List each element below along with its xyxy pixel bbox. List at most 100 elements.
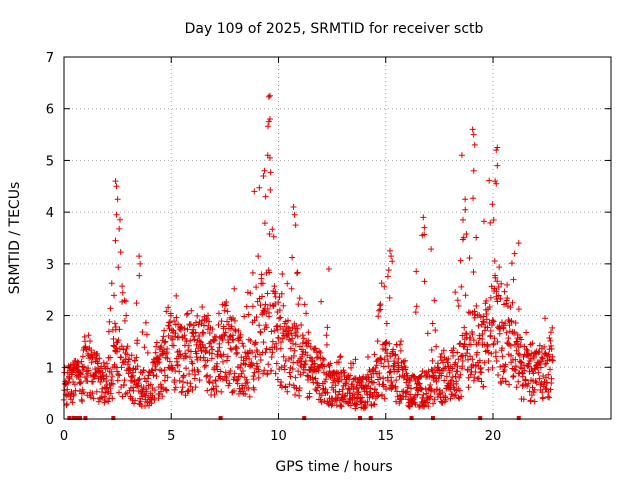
data-point	[279, 335, 286, 342]
data-point	[508, 318, 515, 325]
data-point	[489, 364, 496, 371]
data-point	[354, 401, 361, 408]
data-point	[128, 352, 135, 359]
data-point	[463, 350, 470, 357]
data-point	[164, 374, 171, 381]
data-point	[292, 374, 299, 381]
data-point	[441, 377, 448, 384]
data-point	[467, 353, 474, 360]
data-point	[70, 391, 77, 398]
data-point	[473, 302, 480, 309]
data-point	[301, 301, 308, 308]
data-point	[377, 306, 384, 313]
data-point	[390, 346, 397, 353]
data-point	[461, 324, 468, 331]
data-point	[299, 339, 306, 346]
zero-marker	[83, 416, 88, 420]
data-point	[97, 378, 104, 385]
data-point	[173, 292, 180, 299]
data-point	[494, 162, 501, 169]
data-point	[269, 226, 276, 233]
data-point	[189, 386, 196, 393]
data-point	[204, 387, 211, 394]
data-point	[106, 318, 113, 325]
data-point	[274, 376, 281, 383]
data-point	[499, 353, 506, 360]
data-point	[459, 332, 466, 339]
grid-lines	[64, 57, 611, 419]
y-tick-label: 5	[46, 154, 54, 169]
data-point	[306, 390, 313, 397]
data-point	[169, 364, 176, 371]
data-point	[448, 377, 455, 384]
data-point	[225, 339, 232, 346]
data-point	[157, 388, 164, 395]
data-point	[530, 370, 537, 377]
data-point	[470, 131, 477, 138]
data-point	[187, 321, 194, 328]
data-point	[118, 343, 125, 350]
data-point	[144, 349, 151, 356]
data-point	[294, 269, 301, 276]
data-point	[364, 398, 371, 405]
data-point	[515, 350, 522, 357]
data-point	[474, 375, 481, 382]
data-point	[163, 387, 170, 394]
data-point	[187, 337, 194, 344]
data-point	[323, 332, 330, 339]
data-point	[490, 318, 497, 325]
data-point	[101, 393, 108, 400]
data-point	[202, 362, 209, 369]
data-point	[371, 386, 378, 393]
data-point	[252, 339, 259, 346]
data-point	[527, 397, 534, 404]
data-point	[288, 330, 295, 337]
data-point	[236, 385, 243, 392]
data-point	[480, 313, 487, 320]
data-point	[494, 338, 501, 345]
data-point	[470, 167, 477, 174]
data-point	[547, 329, 554, 336]
data-point	[255, 374, 262, 381]
data-point	[486, 304, 493, 311]
data-point	[475, 339, 482, 346]
data-point	[421, 278, 428, 285]
data-point	[455, 302, 462, 309]
data-point	[338, 395, 345, 402]
data-point	[462, 292, 469, 299]
data-point	[492, 178, 499, 185]
data-point	[273, 360, 280, 367]
data-point	[382, 346, 389, 353]
data-point	[471, 314, 478, 321]
data-point	[113, 211, 120, 218]
data-point	[242, 361, 249, 368]
data-point	[514, 340, 521, 347]
data-point	[536, 375, 543, 382]
data-point	[277, 345, 284, 352]
data-point	[327, 360, 334, 367]
data-point	[183, 365, 190, 372]
data-point	[146, 368, 153, 375]
data-point	[161, 327, 168, 334]
data-point	[264, 290, 271, 297]
data-point	[260, 172, 267, 179]
data-point	[161, 366, 168, 373]
data-point	[137, 398, 144, 405]
data-point	[482, 348, 489, 355]
data-point	[418, 386, 425, 393]
data-point	[204, 357, 211, 364]
data-point	[388, 378, 395, 385]
data-point	[276, 307, 283, 314]
data-point	[245, 311, 252, 318]
data-point	[385, 267, 392, 274]
data-point	[449, 373, 456, 380]
data-point	[220, 351, 227, 358]
data-point	[155, 356, 162, 363]
data-point	[275, 299, 282, 306]
data-point	[506, 328, 513, 335]
data-point	[246, 355, 253, 362]
data-point	[504, 281, 511, 288]
data-point	[495, 371, 502, 378]
zero-marker	[67, 416, 72, 420]
